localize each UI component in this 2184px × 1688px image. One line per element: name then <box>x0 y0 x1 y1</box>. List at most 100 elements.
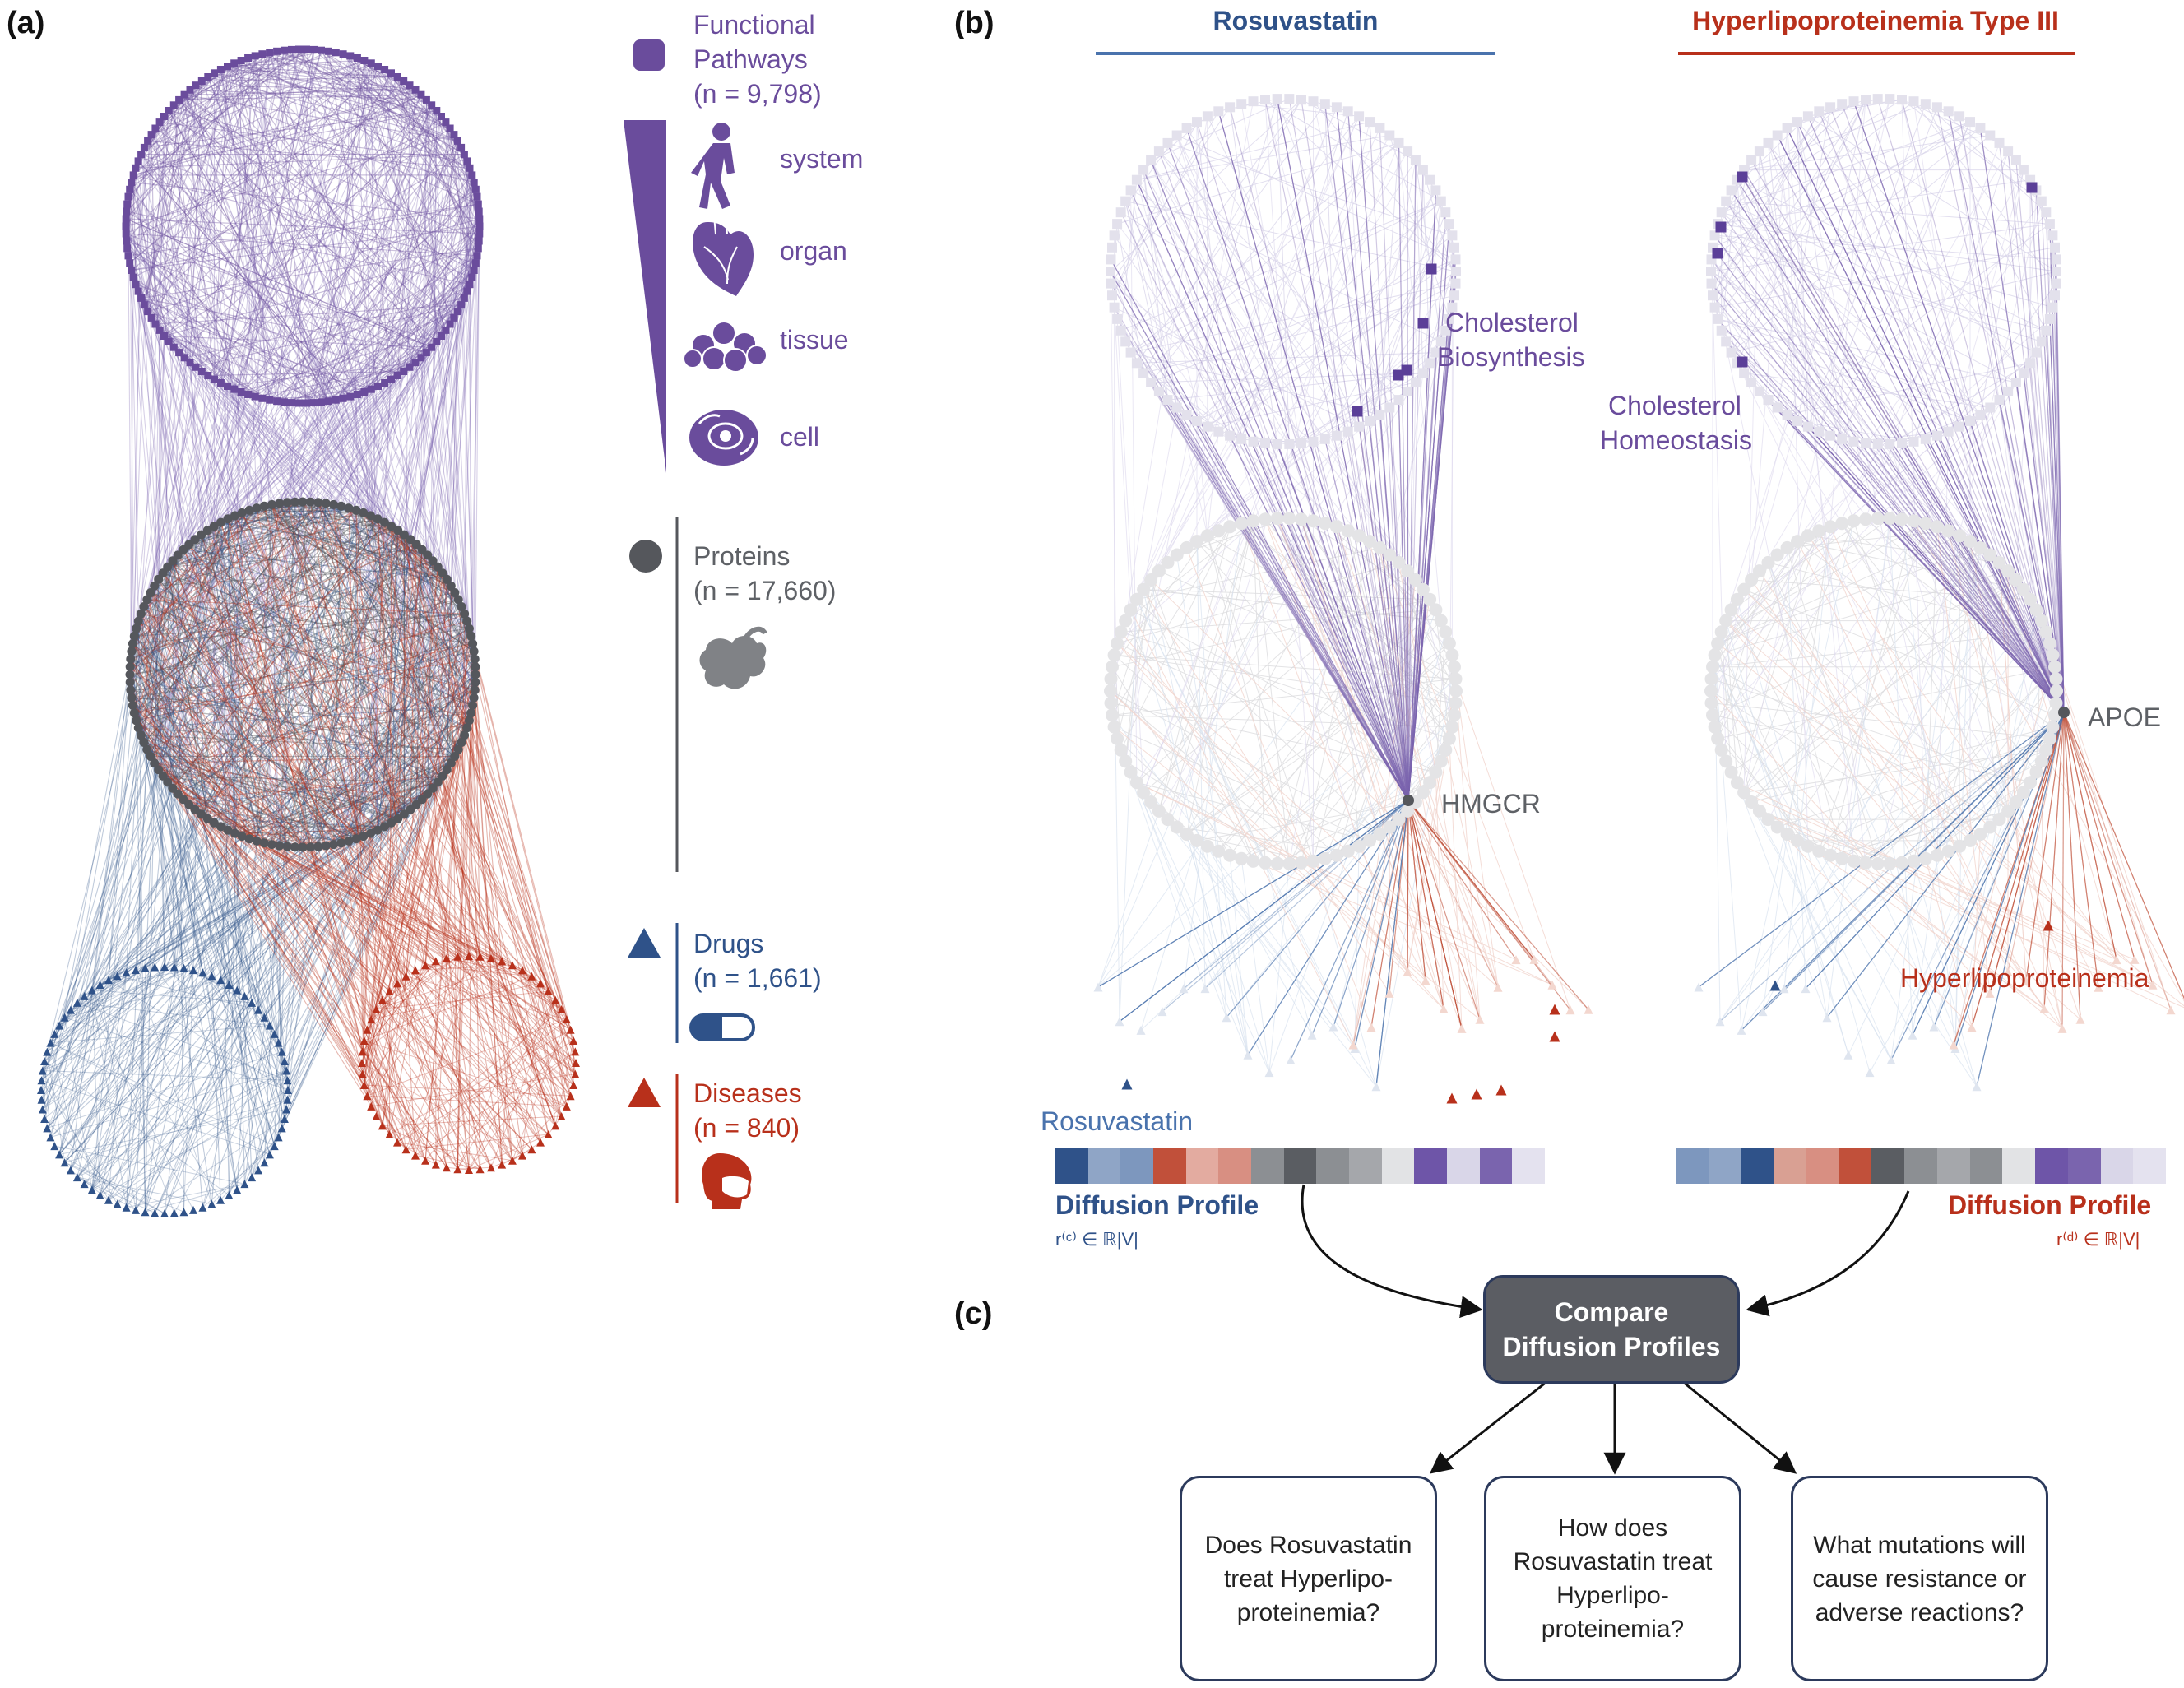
level-organ: organ <box>780 236 847 266</box>
proteins-title: Proteins <box>693 541 791 571</box>
protein-edge-drug <box>167 566 473 707</box>
protein-edge <box>309 502 399 819</box>
pathway-protein-edge <box>133 81 405 637</box>
pathway-edge <box>147 52 271 312</box>
pathway-protein-edge <box>396 375 475 698</box>
pathway-node <box>1162 395 1173 406</box>
drug-protein-edge <box>91 599 459 1190</box>
drug-protein-edge <box>269 674 476 1026</box>
pathway-node <box>124 192 132 201</box>
protein-edge <box>162 573 473 707</box>
protein-node <box>1704 672 1718 686</box>
pathway-node <box>1975 410 1986 420</box>
pathway-node <box>1848 96 1859 107</box>
drug-node <box>141 1208 150 1217</box>
pathway-node <box>281 398 288 406</box>
pathway-edge <box>151 49 315 318</box>
pathway-protein-edge <box>172 290 468 789</box>
pathway-protein-edge <box>466 160 474 644</box>
pathway-edge <box>342 53 480 234</box>
pathway-node <box>258 394 267 402</box>
protein-node <box>128 701 137 710</box>
protein-edge-drug <box>167 518 229 783</box>
protein-node <box>1246 514 1260 528</box>
pathway-node <box>1447 230 1458 241</box>
drug-node <box>1694 982 1704 992</box>
protein-edge <box>227 829 349 842</box>
pathway-protein-edge <box>194 298 465 810</box>
pathway-edge <box>195 85 479 205</box>
protein-edge <box>264 832 371 844</box>
protein-edge <box>257 507 364 514</box>
pathway-edge <box>227 66 475 271</box>
drug-protein-edge <box>146 749 230 985</box>
protein-edge <box>167 566 208 819</box>
pathway-edge <box>155 304 461 325</box>
drug-protein-edge <box>192 651 475 971</box>
disease-protein-edge <box>421 550 563 1117</box>
disease-protein-edge <box>325 845 574 1041</box>
drug-protein-edge <box>40 515 236 1081</box>
disease-profile-symbol: r⁽ᵈ⁾ ∈ ℝ|V| <box>2056 1229 2140 1250</box>
protein-edge <box>150 591 475 691</box>
pathway-edge <box>125 94 422 234</box>
protein-edge <box>143 741 357 840</box>
pathway-edge <box>179 99 451 325</box>
pathway-protein-edge <box>177 367 410 795</box>
protein-node <box>1930 848 1944 862</box>
drug-protein-edge <box>41 515 371 1101</box>
disease-node <box>1457 1023 1467 1033</box>
pathway-node <box>1284 438 1295 449</box>
drug-node <box>1843 1050 1853 1060</box>
drug-protein-edge <box>46 775 443 1053</box>
pathway-protein-edge <box>188 386 229 805</box>
pathway-edge <box>132 174 160 331</box>
drug-protein-edge <box>154 560 434 1213</box>
pathway-node <box>1393 137 1404 148</box>
pathway-node <box>1425 174 1435 185</box>
pathway-node <box>1202 421 1213 432</box>
pathway-protein-edge <box>234 63 456 593</box>
pathway-protein-edge <box>446 311 458 770</box>
pathway-node <box>1146 155 1157 165</box>
walking-person-icon <box>691 123 735 209</box>
protein-node <box>1918 851 1932 865</box>
protein-edge <box>242 512 443 574</box>
protein-edge <box>133 526 392 714</box>
pathway-node <box>2010 378 2021 387</box>
drug-protein-edge <box>263 658 475 1018</box>
pathway-protein-edge <box>213 72 364 513</box>
pathway-edge <box>131 49 307 183</box>
pathway-node <box>1440 207 1451 218</box>
pathway-protein-edge <box>154 371 405 763</box>
protein-node <box>1259 856 1272 870</box>
drug-protein-edge <box>84 846 311 997</box>
pathway-edge <box>390 72 480 227</box>
pathway-edge <box>189 49 308 363</box>
pathway-protein-edge <box>213 52 271 823</box>
protein-edge-disease <box>140 509 250 614</box>
highlighted-disease-node <box>1549 1031 1560 1042</box>
protein-edge <box>207 530 475 660</box>
pathway-protein-edge <box>279 276 473 504</box>
pathway-node <box>1375 410 1385 420</box>
pathway-edge <box>321 182 475 403</box>
protein-edge <box>141 735 459 750</box>
pathway-protein-edge <box>415 362 470 629</box>
pathway-protein-edge <box>167 402 299 568</box>
pathway-protein-edge <box>131 225 480 652</box>
protein-edge <box>383 628 470 828</box>
protein-edge <box>271 681 476 846</box>
pathway-edge <box>227 65 451 129</box>
pathway-edge <box>159 128 451 331</box>
protein-node <box>344 836 354 846</box>
pathway-protein-edge <box>154 386 229 763</box>
protein-node <box>126 685 136 695</box>
protein-edge <box>143 509 357 743</box>
protein-edge-disease <box>234 515 447 580</box>
protein-node <box>1223 848 1237 862</box>
pathway-edge <box>306 233 480 404</box>
pathway-node <box>1716 325 1727 336</box>
pathway-protein-edge <box>147 311 462 607</box>
pathway-node <box>147 313 155 322</box>
